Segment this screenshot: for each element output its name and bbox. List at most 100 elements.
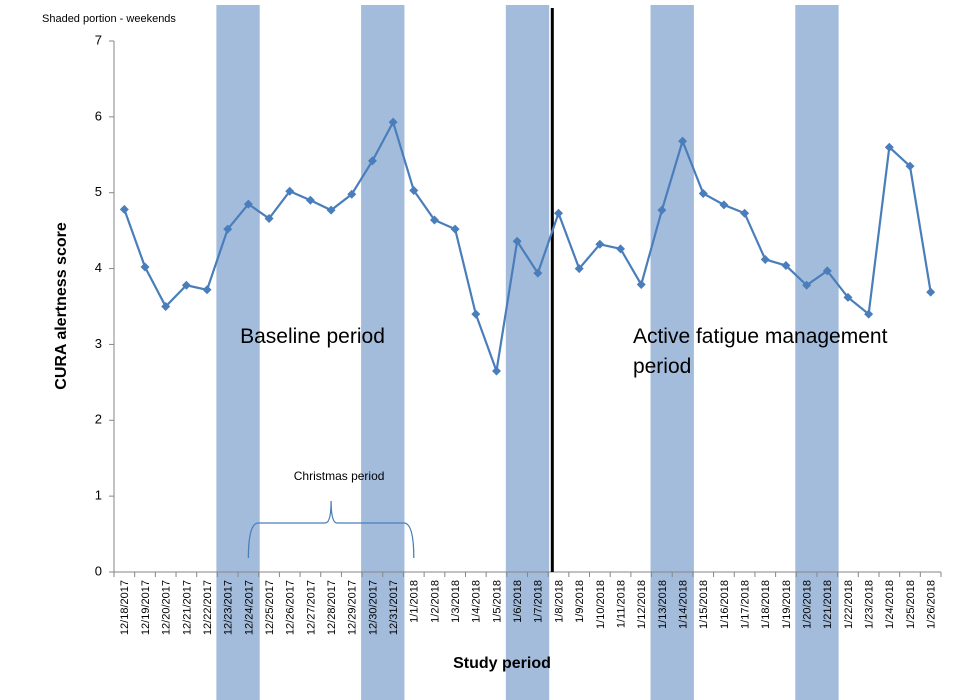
marker: [926, 287, 936, 297]
x-tick-label: 12/25/2017: [264, 580, 276, 635]
marker: [161, 302, 171, 311]
marker: [864, 309, 874, 319]
marker: [409, 185, 419, 195]
marker: [223, 224, 233, 234]
y-tick-label: 7: [95, 32, 102, 47]
marker: [822, 266, 832, 276]
y-tick-label: 5: [95, 184, 102, 199]
x-tick-label: 1/18/2018: [760, 580, 772, 629]
y-tick-label: 0: [95, 563, 102, 578]
x-tick-label: 12/23/2017: [223, 580, 235, 635]
y-tick-label: 6: [95, 108, 102, 123]
marker: [181, 280, 191, 290]
marker: [884, 142, 894, 152]
x-tick-label: 12/28/2017: [326, 580, 338, 635]
x-tick-label: 1/24/2018: [884, 580, 896, 629]
x-tick-label: 12/22/2017: [202, 580, 214, 635]
marker: [678, 136, 688, 146]
weekend-band: [795, 5, 839, 700]
y-tick-label: 4: [95, 260, 102, 275]
x-tick-label: 1/3/2018: [450, 580, 462, 623]
x-tick-label: 12/29/2017: [347, 580, 359, 635]
marker: [719, 200, 729, 210]
marker: [554, 208, 564, 218]
x-tick-label: 1/12/2018: [636, 580, 648, 629]
marker: [905, 161, 915, 171]
x-tick-label: 1/26/2018: [926, 580, 938, 629]
x-tick-label: 1/10/2018: [595, 580, 607, 629]
x-tick-label: 12/30/2017: [367, 580, 379, 635]
x-tick-label: 12/20/2017: [161, 580, 173, 635]
x-tick-label: 1/1/2018: [409, 580, 421, 623]
y-tick-label: 2: [95, 412, 102, 427]
x-tick-label: 1/8/2018: [553, 580, 565, 623]
x-tick-label: 1/16/2018: [719, 580, 731, 629]
brace-label: Christmas period: [294, 469, 385, 483]
marker: [347, 189, 357, 199]
line: [123, 119, 932, 376]
marker: [202, 285, 212, 295]
period-label: Baseline period: [240, 324, 385, 347]
x-tick-label: 12/24/2017: [243, 580, 255, 635]
marker: [264, 214, 274, 224]
weekend-bands: [216, 5, 839, 700]
marker: [429, 215, 439, 225]
marker: [802, 280, 812, 290]
x-axis-label: Study period: [453, 655, 551, 672]
x-tick-label: 1/22/2018: [843, 580, 855, 629]
marker: [140, 262, 150, 272]
x-tick-label: 1/11/2018: [615, 580, 627, 628]
marker: [781, 261, 791, 271]
marker: [491, 366, 501, 376]
marker: [388, 117, 398, 127]
marker: [450, 224, 460, 234]
x-tick-label: 12/18/2017: [119, 580, 131, 635]
y-tick-label: 1: [95, 488, 102, 503]
weekend-band: [650, 5, 694, 700]
weekend-band: [505, 5, 550, 700]
x-tick-label: 1/20/2018: [802, 580, 814, 629]
x-tick-label: 1/15/2018: [698, 580, 710, 629]
x-tick-label: 1/6/2018: [512, 580, 524, 623]
marker: [698, 188, 708, 198]
marker: [574, 264, 584, 274]
marker: [119, 204, 129, 214]
period-label-line: period: [633, 354, 691, 377]
weekend-band: [361, 5, 405, 700]
x-tick-label: 1/21/2018: [822, 580, 834, 629]
period-label-line: Baseline period: [240, 324, 385, 347]
y-tick-label: 3: [95, 336, 102, 351]
x-tick-label: 12/19/2017: [140, 580, 152, 635]
period-label: Active fatigue management period: [633, 324, 888, 377]
marker: [616, 244, 626, 254]
brace: [247, 500, 415, 559]
x-tick-label: 12/27/2017: [305, 580, 317, 635]
marker: [595, 239, 605, 249]
x-tick-label: 1/14/2018: [677, 580, 689, 629]
marker: [636, 280, 646, 290]
x-tick-label: 12/26/2017: [285, 580, 297, 635]
period-label-line: Active fatigue management: [633, 324, 888, 347]
marker: [533, 268, 543, 278]
marker: [760, 254, 770, 264]
marker: [367, 156, 377, 166]
marker: [657, 205, 667, 215]
marker: [471, 309, 481, 319]
marker: [285, 186, 295, 196]
x-tick-label: 1/7/2018: [533, 580, 545, 623]
x-tick-label: 1/25/2018: [905, 580, 917, 629]
x-tick-label: 1/19/2018: [781, 580, 793, 629]
x-tick-label: 1/13/2018: [657, 580, 669, 629]
x-tick-label: 1/23/2018: [864, 580, 876, 629]
marker: [843, 292, 853, 302]
marker: [740, 208, 750, 218]
x-tick-label: 12/21/2017: [181, 580, 193, 635]
marker: [326, 205, 336, 215]
x-tick-label: 1/2/2018: [429, 580, 441, 623]
weekend-band: [216, 5, 260, 700]
y-axis-label: CURA alertness score: [53, 222, 70, 390]
x-tick-label: 12/31/2017: [388, 580, 400, 635]
x-tick-label: 1/5/2018: [491, 580, 503, 623]
x-tick-label: 1/9/2018: [574, 580, 586, 623]
